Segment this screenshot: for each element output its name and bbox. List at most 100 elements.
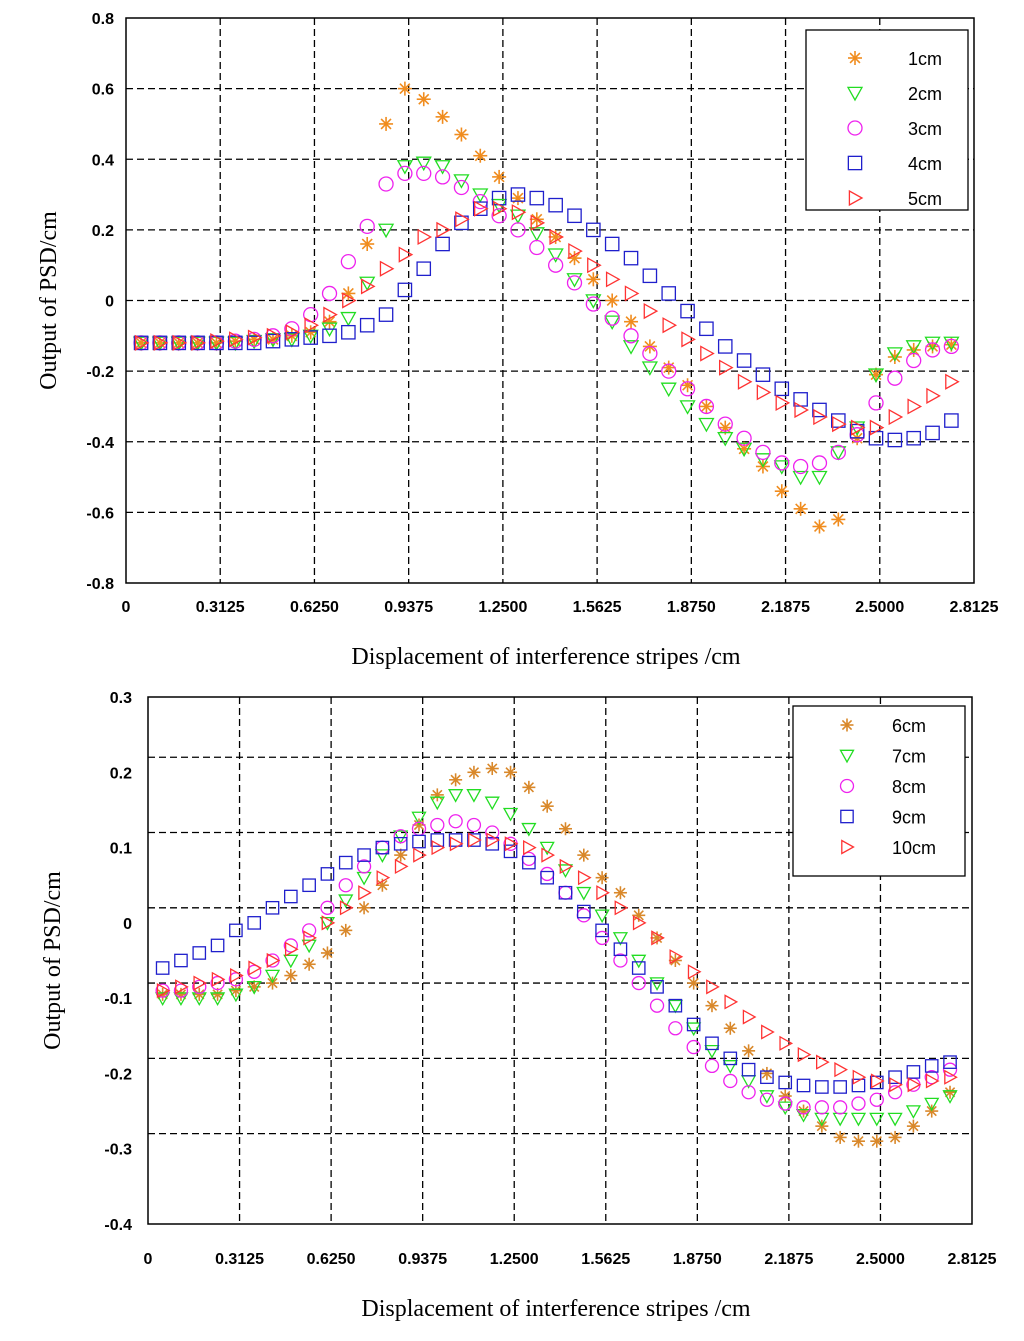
data-point-6cm xyxy=(394,848,408,862)
data-point-5cm xyxy=(643,302,659,320)
y-tick-label: -0.2 xyxy=(86,364,114,381)
legend-marker-7cm xyxy=(839,749,855,764)
data-point-2cm xyxy=(717,431,734,447)
y-tick-label: 0.1 xyxy=(110,841,132,858)
data-point-5cm xyxy=(417,228,433,246)
y-tick-label: 0.4 xyxy=(92,152,114,169)
data-point-7cm xyxy=(722,1060,738,1074)
data-point-8cm xyxy=(741,1085,756,1100)
data-point-9cm xyxy=(869,1075,884,1090)
legend-marker-1cm xyxy=(848,51,862,65)
data-point-1cm xyxy=(473,148,488,163)
x-tick-label: 0 xyxy=(122,599,131,616)
data-point-5cm xyxy=(850,419,866,436)
legend-marker-8cm xyxy=(839,778,855,794)
data-point-8cm xyxy=(833,1100,848,1115)
data-point-4cm xyxy=(717,339,733,354)
series-10cm xyxy=(156,832,958,1093)
data-point-3cm xyxy=(604,310,620,326)
chart-1: 0 0.3125 0.6250 0.9375 1.2500 1.5625 1.8750 2.1… xyxy=(36,11,999,670)
data-point-2cm xyxy=(547,248,564,263)
data-point-6cm xyxy=(906,1119,920,1133)
legend-marker-6cm xyxy=(840,718,854,732)
data-point-6cm xyxy=(522,780,536,794)
data-point-3cm xyxy=(566,275,583,291)
data-point-6cm xyxy=(705,999,719,1013)
data-point-9cm xyxy=(375,840,390,855)
data-point-6cm xyxy=(687,976,701,990)
data-point-7cm xyxy=(795,1108,812,1123)
data-point-4cm xyxy=(887,432,903,448)
x-tick-label: 2.8125 xyxy=(950,599,999,616)
data-point-7cm xyxy=(704,1044,720,1059)
data-point-9cm xyxy=(485,836,500,851)
data-point-3cm xyxy=(397,165,413,182)
data-point-6cm xyxy=(888,1130,902,1144)
data-point-10cm xyxy=(230,967,244,984)
data-point-2cm xyxy=(585,294,602,309)
data-point-2cm xyxy=(528,227,545,242)
data-point-5cm xyxy=(229,331,244,348)
data-point-1cm xyxy=(548,229,563,244)
data-point-7cm xyxy=(264,969,281,984)
data-point-4cm xyxy=(510,187,526,202)
data-point-6cm xyxy=(870,1134,884,1148)
data-point-3cm xyxy=(642,345,658,362)
data-point-10cm xyxy=(284,941,299,957)
data-point-8cm xyxy=(594,930,610,946)
data-point-6cm xyxy=(174,987,188,1001)
data-point-9cm xyxy=(430,833,445,847)
data-point-1cm xyxy=(360,237,375,251)
data-point-3cm xyxy=(736,430,752,446)
data-point-1cm xyxy=(680,378,695,393)
data-point-7cm xyxy=(539,841,555,856)
data-point-4cm xyxy=(755,367,771,382)
data-point-9cm xyxy=(265,900,280,915)
data-point-7cm xyxy=(429,796,445,811)
data-point-4cm xyxy=(359,317,375,333)
data-point-4cm xyxy=(680,303,695,319)
data-point-8cm xyxy=(613,953,628,968)
data-point-1cm xyxy=(586,272,601,287)
data-point-7cm xyxy=(338,894,354,909)
y-tick-label: -0.6 xyxy=(86,505,114,522)
x-axis-label: Displacement of interference stripes /cm xyxy=(361,1296,751,1322)
data-point-9cm xyxy=(595,923,609,938)
x-tick-labels: 0 0.3125 0.6250 0.9375 1.2500 1.5625 1.8750 2.1… xyxy=(122,599,999,616)
data-point-10cm xyxy=(413,847,427,863)
data-point-7cm xyxy=(521,822,537,837)
data-point-7cm xyxy=(686,1022,702,1037)
data-point-4cm xyxy=(925,425,940,441)
data-point-2cm xyxy=(151,336,169,352)
data-point-1cm xyxy=(134,335,149,350)
data-point-5cm xyxy=(247,329,263,346)
data-point-1cm xyxy=(416,92,431,107)
data-point-6cm xyxy=(833,1130,847,1144)
data-point-9cm xyxy=(778,1075,793,1090)
data-point-4cm xyxy=(227,335,243,351)
data-point-2cm xyxy=(170,336,187,352)
data-point-9cm xyxy=(760,1070,774,1085)
data-point-9cm xyxy=(448,833,463,847)
data-point-9cm xyxy=(503,844,518,859)
data-point-5cm xyxy=(474,200,489,217)
y-tick-label: -0.1 xyxy=(104,991,132,1008)
data-point-10cm xyxy=(834,1062,848,1078)
data-point-3cm xyxy=(661,363,677,379)
data-point-4cm xyxy=(322,328,337,344)
data-point-2cm xyxy=(264,333,282,348)
data-point-10cm xyxy=(175,979,189,995)
data-point-8cm xyxy=(247,964,262,979)
y-tick-label: -0.2 xyxy=(104,1066,132,1083)
data-point-9cm xyxy=(631,961,646,975)
data-point-4cm xyxy=(623,250,639,266)
data-point-8cm xyxy=(356,859,372,874)
data-point-5cm xyxy=(605,271,621,288)
data-point-8cm xyxy=(430,817,445,833)
data-point-9cm xyxy=(741,1062,756,1077)
data-point-7cm xyxy=(777,1101,793,1116)
data-point-9cm xyxy=(906,1065,921,1079)
data-point-1cm xyxy=(624,314,639,329)
data-point-8cm xyxy=(631,975,646,991)
y-tick-label: 0.2 xyxy=(92,223,114,240)
